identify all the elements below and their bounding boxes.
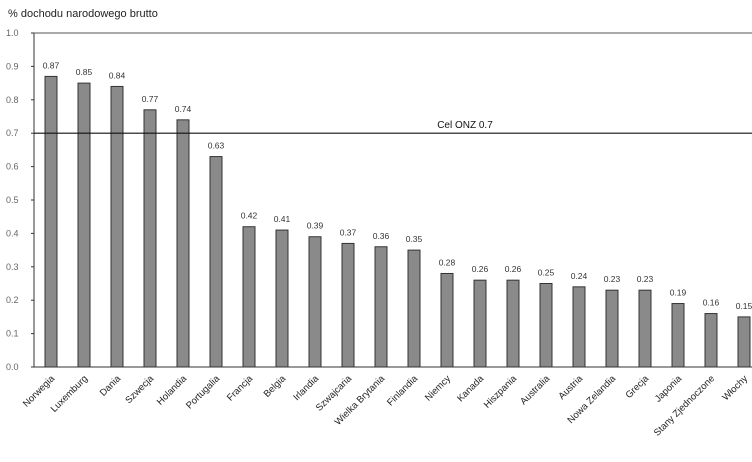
bar-value-label: 0.19 xyxy=(670,288,687,298)
bar xyxy=(308,236,322,368)
bar xyxy=(605,289,619,368)
bar xyxy=(704,313,718,368)
bar-value-label: 0.85 xyxy=(76,67,93,77)
bar xyxy=(176,119,190,368)
y-tick-label: 0.8 xyxy=(6,95,19,105)
bar-value-label: 0.42 xyxy=(241,211,258,221)
x-tick-label: Japonia xyxy=(653,373,685,405)
bar-value-label: 0.74 xyxy=(175,104,192,114)
bar-value-label: 0.37 xyxy=(340,227,357,237)
bar-value-label: 0.77 xyxy=(142,94,159,104)
bar xyxy=(539,283,553,368)
bar xyxy=(209,156,223,368)
x-tick-label: Austria xyxy=(556,373,585,402)
bar xyxy=(473,279,487,368)
bar-value-label: 0.16 xyxy=(703,298,720,308)
bar-value-label: 0.35 xyxy=(406,234,423,244)
y-tick-label: 0.3 xyxy=(6,262,19,272)
y-tick-label: 0.9 xyxy=(6,61,19,71)
bar-value-label: 0.84 xyxy=(109,70,126,80)
y-tick-label: 0.5 xyxy=(6,195,19,205)
bar-value-label: 0.39 xyxy=(307,221,324,231)
bar-value-label: 0.87 xyxy=(43,60,60,70)
bar-value-label: 0.24 xyxy=(571,271,588,281)
x-tick-label: Irlandia xyxy=(291,373,321,403)
y-axis-title: % dochodu narodowego brutto xyxy=(8,8,158,20)
x-tick-label: Niemcy xyxy=(423,373,453,403)
y-tick-label: 0.1 xyxy=(6,329,19,339)
bar-value-label: 0.15 xyxy=(736,301,752,311)
bar-value-label: 0.26 xyxy=(472,264,489,274)
bar xyxy=(242,226,256,368)
x-tick-label: Grecja xyxy=(624,373,652,401)
bar xyxy=(572,286,586,368)
x-tick-label: Włochy xyxy=(720,373,750,403)
y-tick-label: 0.6 xyxy=(6,162,19,172)
bar-value-label: 0.26 xyxy=(505,264,522,274)
bar xyxy=(407,249,421,368)
bar-value-label: 0.63 xyxy=(208,141,225,151)
bar-value-label: 0.36 xyxy=(373,231,390,241)
y-tick-label: 0.0 xyxy=(6,362,19,372)
x-tick-label: Finlandia xyxy=(385,373,421,409)
bar xyxy=(374,246,388,368)
y-tick-label: 1.0 xyxy=(6,28,19,38)
reference-line-label: Cel ONZ 0.7 xyxy=(437,120,493,131)
bar xyxy=(506,279,520,368)
bar xyxy=(638,289,652,368)
x-tick-label: Kanada xyxy=(455,373,486,404)
x-tick-label: Australia xyxy=(518,373,552,407)
bar xyxy=(77,82,91,368)
x-tick-label: Francja xyxy=(225,373,256,404)
bar xyxy=(110,85,124,368)
bar-value-label: 0.28 xyxy=(439,257,456,267)
x-tick-label: Hiszpania xyxy=(482,373,520,411)
y-tick-label: 0.2 xyxy=(6,295,19,305)
x-tick-label: Stany Zjednoczone xyxy=(652,373,717,438)
x-tick-label: Belgia xyxy=(262,373,289,400)
bar-value-label: 0.41 xyxy=(274,214,291,224)
bar xyxy=(737,316,751,368)
bar-value-label: 0.25 xyxy=(538,268,555,278)
bar-value-label: 0.23 xyxy=(637,274,654,284)
bar xyxy=(671,303,685,368)
bar xyxy=(440,272,454,368)
bar xyxy=(341,242,355,368)
y-tick-label: 0.4 xyxy=(6,228,19,238)
bar xyxy=(143,109,157,368)
y-tick-label: 0.7 xyxy=(6,128,19,138)
bar-value-label: 0.23 xyxy=(604,274,621,284)
x-tick-label: Dania xyxy=(98,373,124,399)
x-tick-label: Szwecja xyxy=(123,373,156,406)
bars xyxy=(44,75,751,368)
bar xyxy=(275,229,289,368)
bar xyxy=(44,75,58,368)
value-labels: 0.87 0.85 0.84 0.77 0.74 0.63 0.42 0.41 0.39 0.37… xyxy=(43,60,752,310)
y-ticks: 0.0 0.1 0.2 0.3 0.4 0.5 0.6 0.7 0.8 0.9 1.0 xyxy=(6,28,34,372)
x-tick-label: Portugalia xyxy=(184,373,223,412)
